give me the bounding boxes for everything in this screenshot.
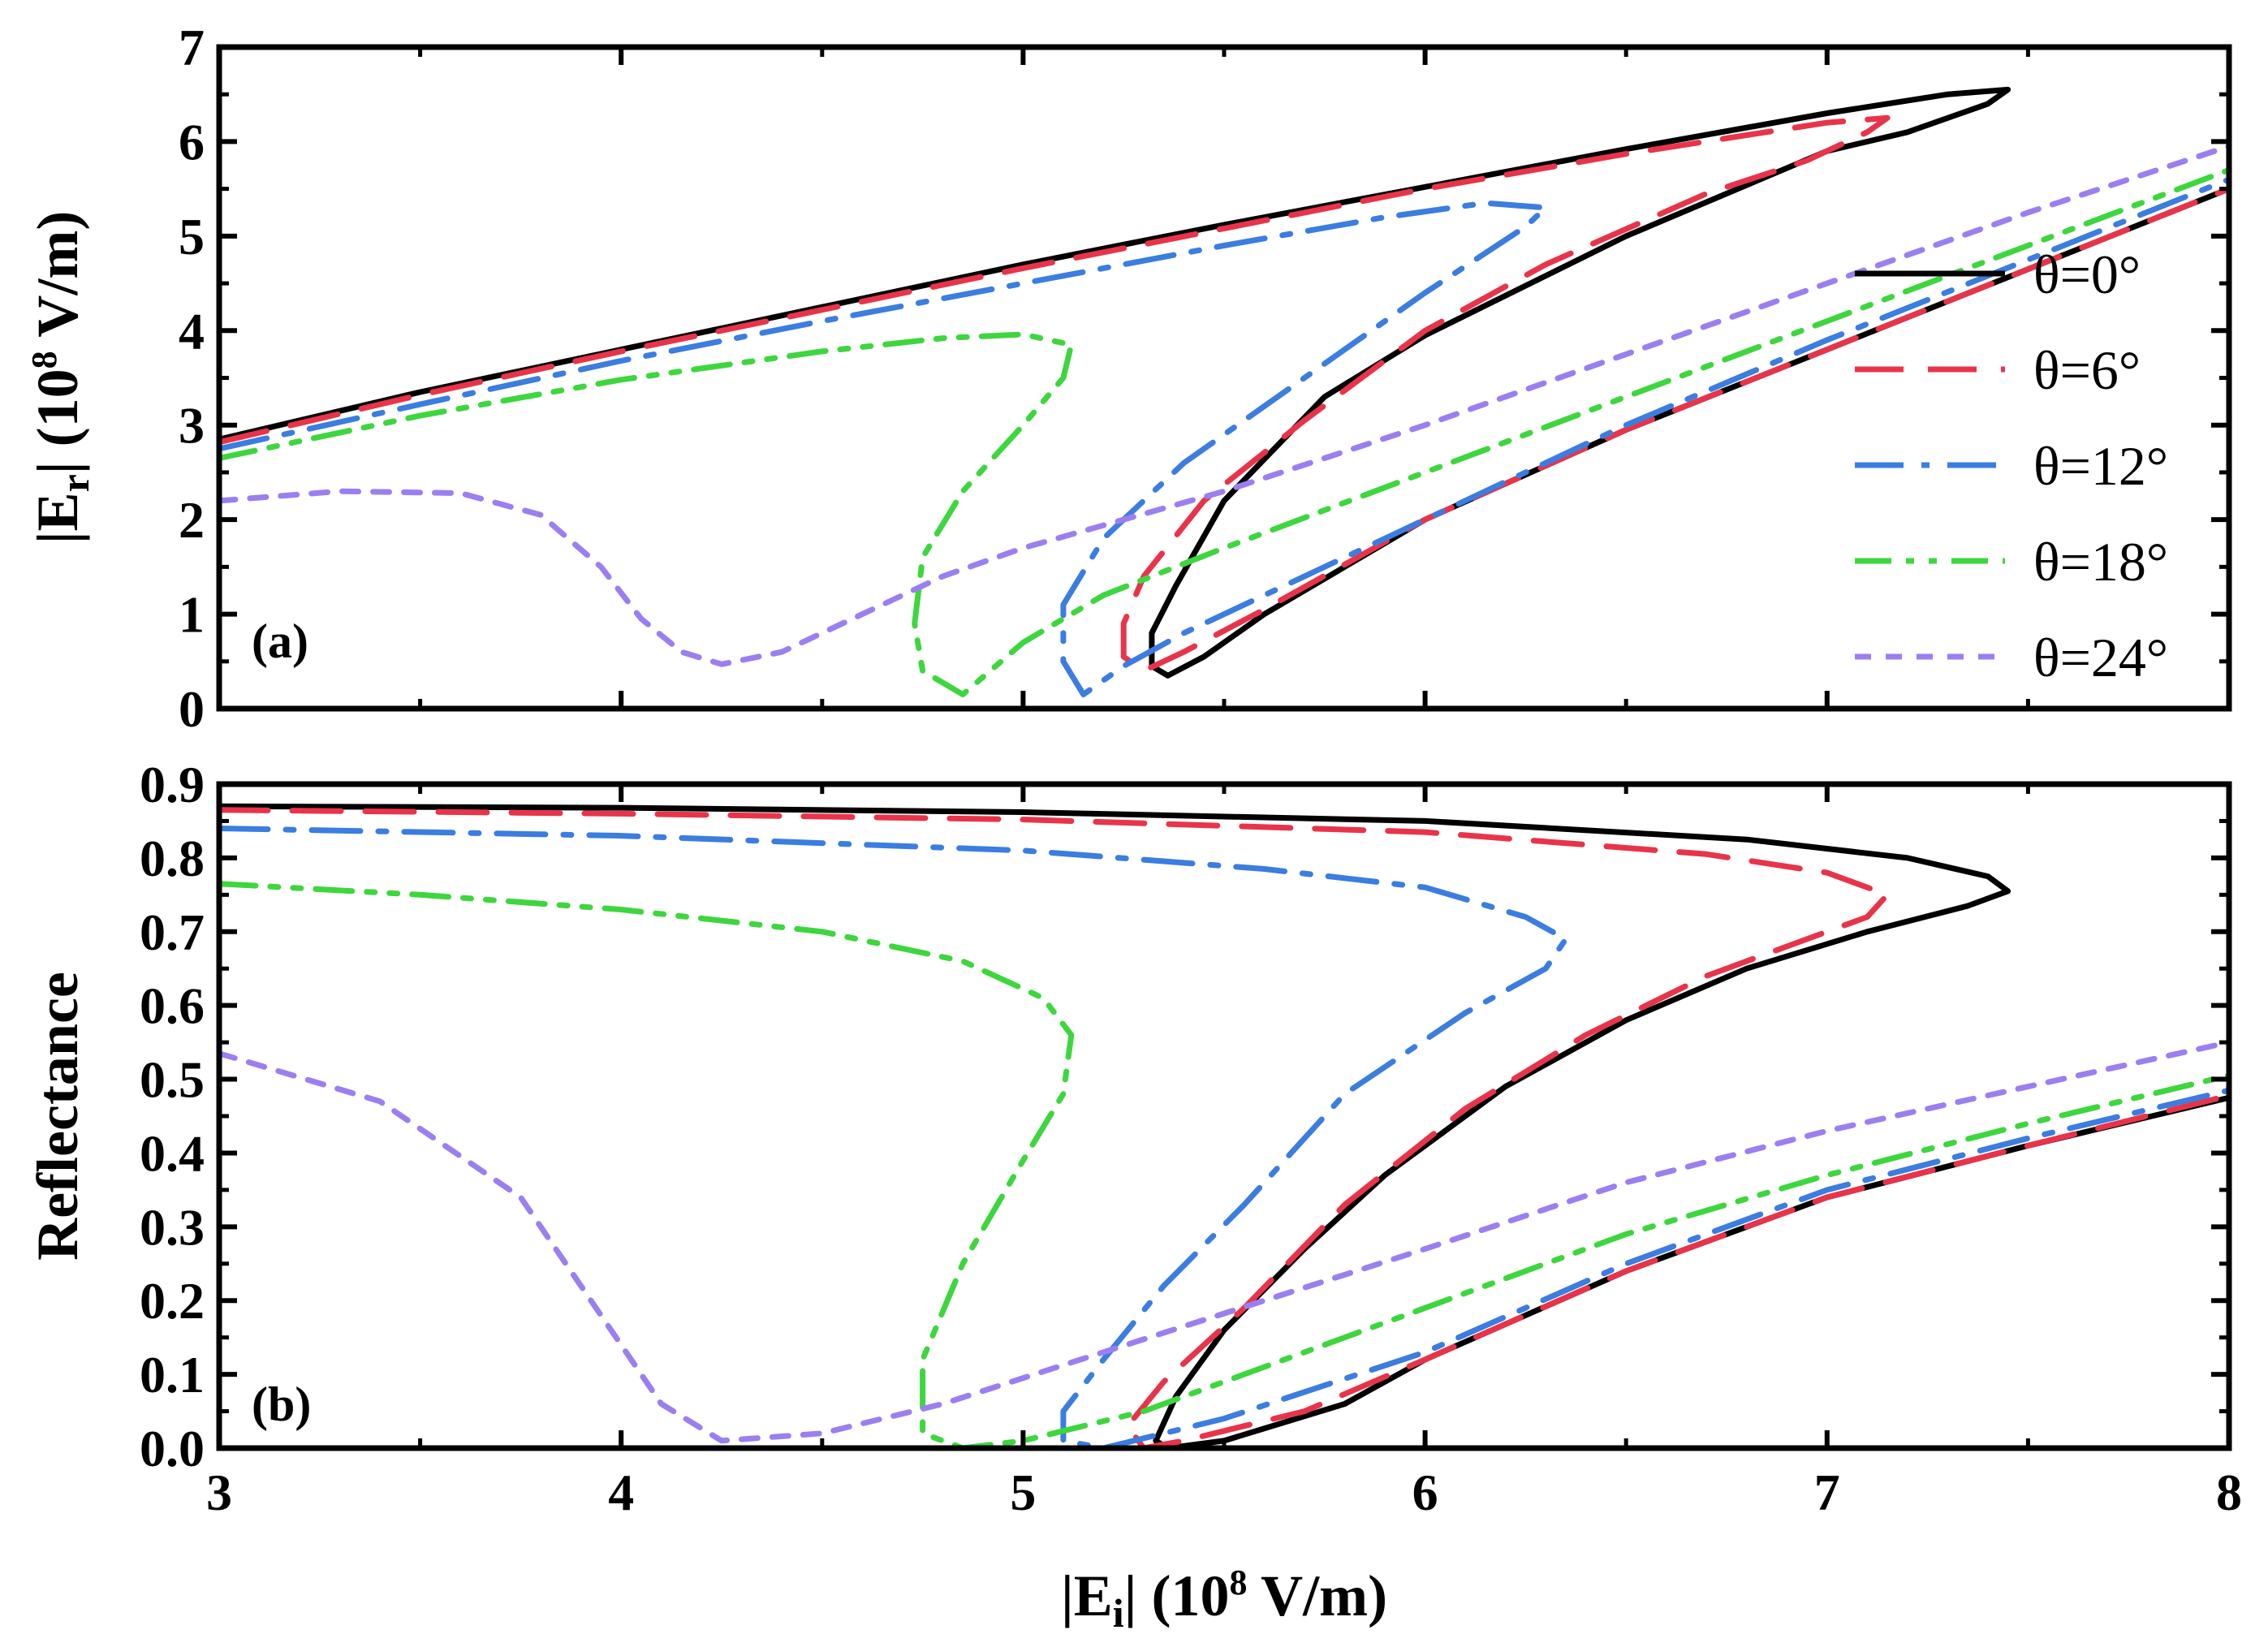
curve-a-2 <box>219 176 2229 697</box>
y-tick-label-a: 1 <box>179 586 205 644</box>
y-tick-label-b: 0.2 <box>140 1272 205 1330</box>
x-tick-label: 7 <box>1814 1464 1840 1521</box>
panel-b: 0.0 0.1 0.2 0.3 0.4 0.5 0.6 0.7 0.8 0.9 (b) <box>140 756 2232 1477</box>
y-tick-label-b: 0.7 <box>140 903 205 961</box>
plot-frame-a <box>216 44 2232 712</box>
y-tick-label-b: 0.3 <box>140 1198 205 1256</box>
y-tick-label-a: 0 <box>179 680 205 738</box>
y-tick-label-b: 0.4 <box>140 1124 205 1182</box>
legend-label: θ=12° <box>2033 435 2168 497</box>
y-tick-label-b: 0.5 <box>140 1051 205 1109</box>
curve-a-1 <box>219 114 2229 674</box>
legend: θ=0° θ=6° θ=12° θ=18° θ=24° <box>1855 244 2168 688</box>
curve-b-3 <box>219 881 2229 1448</box>
x-tick-label: 8 <box>2216 1464 2242 1521</box>
y-tick-label-a: 7 <box>179 19 205 76</box>
x-tick-label: 3 <box>206 1464 232 1521</box>
curve-a-4 <box>219 143 2229 667</box>
panel-label-a: (a) <box>252 614 308 668</box>
x-tick-label: 4 <box>608 1464 634 1521</box>
y-tick-label-a: 4 <box>179 302 205 360</box>
legend-label: θ=24° <box>2033 627 2168 688</box>
curve-b-4 <box>219 1039 2229 1444</box>
legend-label: θ=0° <box>2033 244 2141 305</box>
y-tick-label-b: 0.9 <box>140 756 205 813</box>
y-tick-label-b: 0.6 <box>140 977 205 1035</box>
legend-label: θ=6° <box>2033 339 2141 401</box>
y-tick-label-b: 0.8 <box>140 830 205 887</box>
y-tick-label-a: 5 <box>179 208 205 265</box>
y-tick-label-a: 2 <box>179 491 205 549</box>
y-tick-label-b: 0.1 <box>140 1346 205 1403</box>
curves-b <box>219 803 2229 1448</box>
curves-a <box>219 86 2229 697</box>
y-axis-title-a: |Er| (108 V/m) <box>24 211 97 545</box>
legend-label: θ=18° <box>2033 531 2168 593</box>
x-tick-label: 5 <box>1010 1464 1036 1521</box>
x-tick-labels: 3 4 5 6 7 8 <box>206 1464 2242 1521</box>
curve-b-1 <box>219 807 2229 1448</box>
plot-frame-b <box>216 781 2232 1451</box>
y-tick-label-a: 3 <box>179 397 205 455</box>
panel-a: 0 1 2 3 4 5 6 7 (a) <box>179 19 2232 738</box>
y-axis-title-b: Reflectance <box>25 972 90 1261</box>
curve-b-2 <box>219 826 2229 1448</box>
x-axis-title: |Ei| (108 V/m) <box>1061 1563 1387 1636</box>
panel-label-b: (b) <box>252 1378 311 1431</box>
x-tick-label: 6 <box>1412 1464 1438 1521</box>
y-tick-label-a: 6 <box>179 113 205 170</box>
y-tick-label-b: 0.0 <box>140 1420 205 1477</box>
